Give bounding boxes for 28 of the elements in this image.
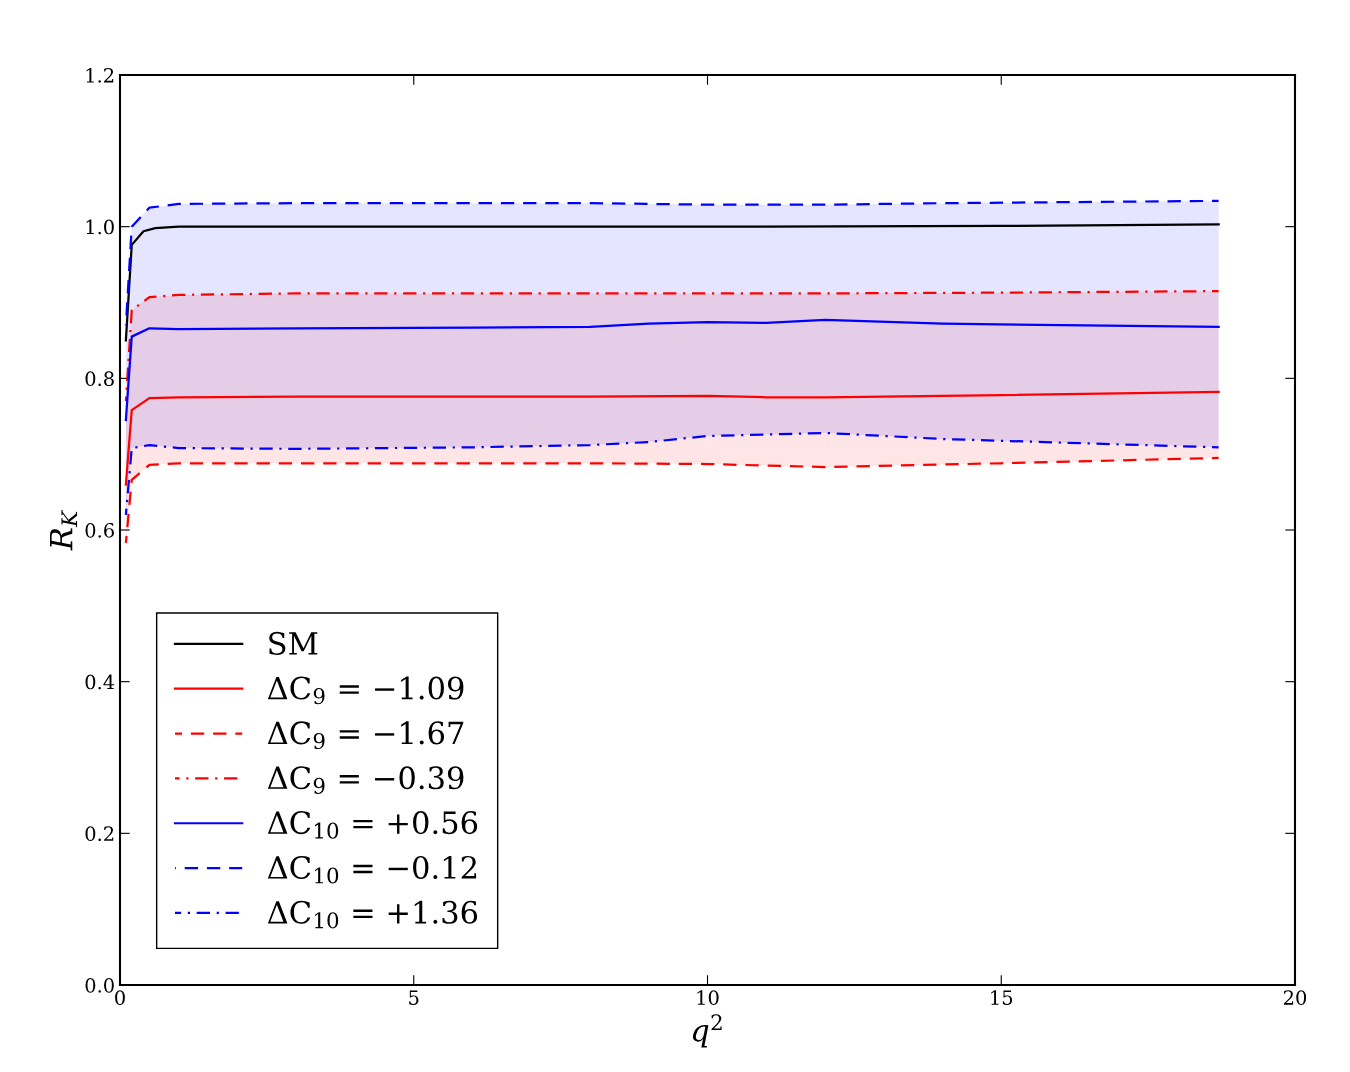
x-tick-label: 20 xyxy=(1283,990,1307,1005)
legend-label: ΔC$_{10}$ = −0.12 xyxy=(267,855,477,884)
legend-label: ΔC$_{9}$ = −0.39 xyxy=(267,766,464,794)
line-series xyxy=(124,223,1220,342)
legend-label: ΔC$_{9}$ = −1.09 xyxy=(267,676,464,705)
line-series xyxy=(124,456,1220,544)
line-series xyxy=(124,390,1220,486)
line-series xyxy=(124,199,1220,327)
x-tick-label: 15 xyxy=(991,990,1013,1005)
y-tick-label: 0.8 xyxy=(85,371,114,386)
y-axis-title: R$_{K}$ xyxy=(50,509,78,551)
x-axis-title: q$^{2}$ xyxy=(692,1014,722,1048)
legend-label: ΔC$_{10}$ = +0.56 xyxy=(267,811,478,839)
legend-label: SM xyxy=(269,631,318,655)
line-series xyxy=(124,431,1220,516)
legend-label: ΔC$_{9}$ = −1.67 xyxy=(267,721,464,750)
y-tick-label: 0.2 xyxy=(85,826,114,841)
x-tick-label: 5 xyxy=(409,990,419,1005)
y-tick-label: 1.0 xyxy=(86,219,114,235)
line-series xyxy=(124,318,1220,422)
line-series xyxy=(124,290,1220,403)
x-tick-label: 10 xyxy=(697,990,719,1005)
y-tick-label: 0.0 xyxy=(85,977,114,993)
y-tick-label: 1.2 xyxy=(86,67,114,83)
y-tick-label: 0.4 xyxy=(85,674,115,690)
legend-label: ΔC$_{10}$ = +1.36 xyxy=(267,900,478,929)
x-tick-label: 0 xyxy=(115,990,125,1005)
y-tick-label: 0.6 xyxy=(85,522,114,538)
